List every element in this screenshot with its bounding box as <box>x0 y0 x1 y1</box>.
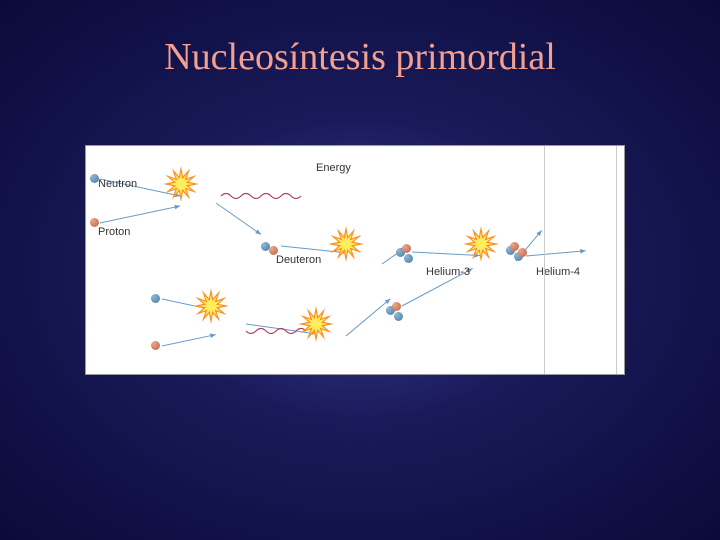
neutron-particle <box>151 294 160 303</box>
proton-particle <box>518 248 527 257</box>
label-deuteron: Deuteron <box>276 254 321 266</box>
collision-star-icon <box>328 226 364 262</box>
proton-particle <box>151 341 160 350</box>
proton-particle <box>402 244 411 253</box>
collision-star-icon <box>298 306 334 342</box>
reaction-arrow <box>346 299 390 336</box>
nucleosynthesis-diagram: Neutron Proton Energy Deuteron Helium-3 Heliu… <box>85 145 625 375</box>
neutron-particle <box>404 254 413 263</box>
label-energy: Energy <box>316 162 351 174</box>
proton-particle <box>392 302 401 311</box>
divider-line <box>616 146 617 374</box>
reaction-arrow <box>526 251 586 256</box>
label-helium4: Helium-4 <box>536 266 580 278</box>
divider-line <box>544 146 545 374</box>
slide-title: Nucleosíntesis primordial <box>0 0 720 79</box>
energy-wave <box>221 194 301 199</box>
reaction-arrow <box>162 335 216 346</box>
collision-star-icon <box>163 166 199 202</box>
reaction-arrow <box>216 203 261 235</box>
reaction-arrow <box>412 252 480 256</box>
label-proton: Proton <box>98 226 130 238</box>
collision-star-icon <box>193 288 229 324</box>
reaction-arrow <box>100 206 180 223</box>
label-neutron: Neutron <box>98 178 137 190</box>
diagram-svg <box>86 146 626 376</box>
collision-star-icon <box>463 226 499 262</box>
neutron-particle <box>394 312 403 321</box>
label-helium3: Helium-3 <box>426 266 470 278</box>
